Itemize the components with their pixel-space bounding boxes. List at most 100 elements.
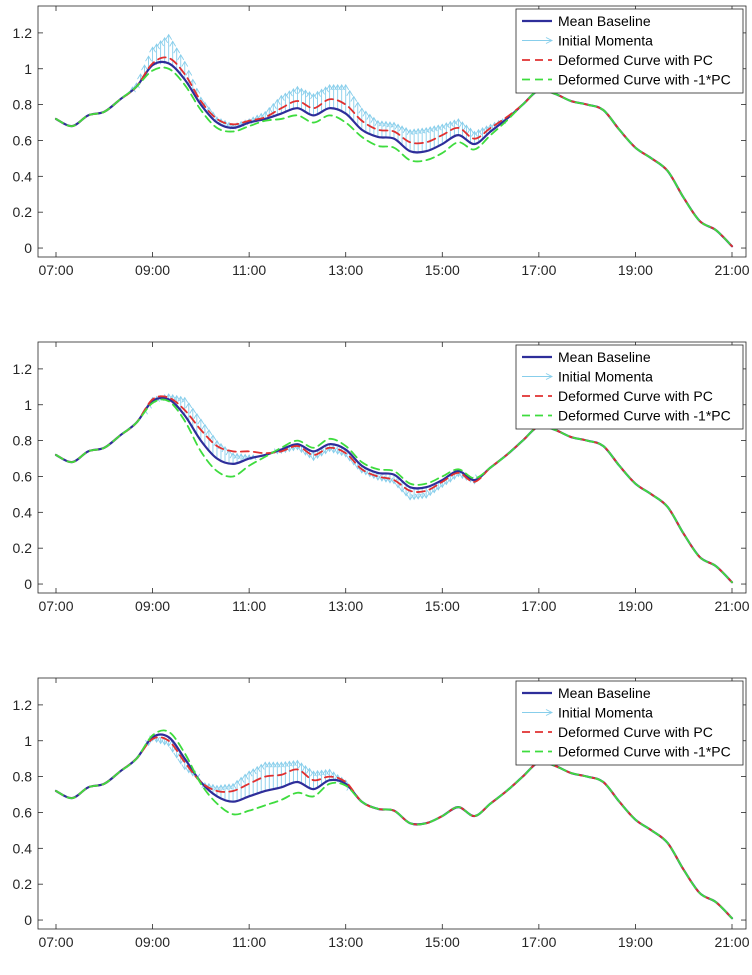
chart-panel-3: 0 0.2 0.4 0.6 0.8 1 1.2 07:00 09:00 11:00 13:00 15:… <box>13 677 750 950</box>
momentum-arrow-head <box>229 782 237 790</box>
momentum-arrow-head <box>153 43 160 50</box>
momentum-arrow-head <box>459 121 466 128</box>
momentum-arrow-head <box>285 90 293 97</box>
momentum-arrow-head <box>265 106 273 113</box>
momentum-arrow-head <box>366 113 374 120</box>
momentum-arrow-head <box>442 122 450 129</box>
y-tick-label: 0.4 <box>13 504 33 520</box>
momentum-arrow-head <box>362 110 370 117</box>
momentum-arrow-head <box>322 448 329 455</box>
momentum-arrow-head <box>390 121 398 128</box>
momentum-arrow-head <box>129 86 136 93</box>
legend-swatch-arrowhead <box>545 709 554 716</box>
series-line-deformed-curve-with-1-pc <box>55 729 733 920</box>
initial-momenta-arrows <box>129 33 507 152</box>
momentum-arrow-head <box>245 770 253 777</box>
y-tick-label: 0.8 <box>13 769 33 785</box>
momentum-arrow-head <box>273 98 281 105</box>
momentum-arrow-head <box>197 418 205 425</box>
y-tick-label: 0 <box>24 576 32 592</box>
momentum-arrow-head <box>358 467 366 474</box>
momentum-arrow-head <box>281 92 289 99</box>
x-tick-label: 17:00 <box>521 598 556 614</box>
momentum-arrow-head <box>454 118 462 125</box>
legend-entry-label: Initial Momenta <box>558 705 653 721</box>
momentum-arrow-head <box>450 119 458 126</box>
x-tick-label: 11:00 <box>232 262 266 278</box>
momentum-arrow-head <box>257 112 265 119</box>
y-tick-label: 0 <box>24 912 32 928</box>
x-tick-label: 19:00 <box>618 598 653 614</box>
momentum-arrow-head <box>471 130 478 137</box>
legend: Mean Baseline Initial Momenta Deformed Cur… <box>515 680 744 766</box>
momentum-arrow-head <box>145 55 152 62</box>
momentum-arrow-head <box>201 423 209 430</box>
momentum-arrow-head <box>177 395 185 402</box>
x-tick-label: 11:00 <box>232 598 266 614</box>
legend-entry-label: Mean Baseline <box>558 685 651 701</box>
momentum-arrow-head <box>181 60 189 67</box>
x-tick-label: 07:00 <box>38 934 73 950</box>
x-tick-label: 13:00 <box>328 598 363 614</box>
y-tick-label: 0.4 <box>13 840 33 856</box>
momentum-arrow-head <box>173 47 181 54</box>
x-tick-label: 09:00 <box>135 598 170 614</box>
y-tick-label: 1 <box>24 733 32 749</box>
legend-swatch-arrowhead <box>545 37 554 44</box>
momentum-arrow-head <box>366 471 374 478</box>
momentum-arrow-head <box>157 40 165 47</box>
momentum-arrow-head <box>185 402 193 409</box>
momentum-arrow-head <box>145 740 152 747</box>
momentum-arrow-head <box>302 764 309 772</box>
momentum-arrow-head <box>438 123 446 130</box>
momentum-arrow-head <box>149 46 156 53</box>
momentum-arrow-head <box>346 455 354 462</box>
legend-entry-label: Mean Baseline <box>558 349 651 365</box>
momentum-arrow-head <box>249 768 257 775</box>
x-tick-label: 07:00 <box>38 262 73 278</box>
y-tick-label: 0.6 <box>13 468 33 484</box>
legend-entry-label: Deformed Curve with PC <box>558 52 713 68</box>
momentum-arrow-head <box>233 779 241 786</box>
momentum-arrow-head <box>302 89 309 96</box>
momentum-arrow-head <box>318 88 325 95</box>
momentum-arrow-head <box>193 412 201 419</box>
x-tick-label: 13:00 <box>328 262 363 278</box>
y-tick-label: 0.2 <box>13 204 33 220</box>
x-tick-label: 11:00 <box>232 934 266 950</box>
momentum-arrow-head <box>326 768 334 775</box>
momentum-arrow-head <box>398 486 406 493</box>
legend-entry-label: Initial Momenta <box>558 369 653 385</box>
momentum-arrow-head <box>181 396 189 403</box>
x-tick-label: 13:00 <box>328 934 363 950</box>
y-tick-label: 0.4 <box>13 168 33 184</box>
x-tick-label: 19:00 <box>618 934 653 950</box>
legend-box <box>515 680 744 766</box>
x-tick-label: 21:00 <box>714 598 749 614</box>
x-tick-label: 15:00 <box>425 598 460 614</box>
momentum-arrow-head <box>306 91 313 98</box>
momentum-arrow-head <box>330 771 338 778</box>
momentum-arrow-head <box>310 92 317 100</box>
chart-panel-1: 0 0.2 0.4 0.6 0.8 1 1.2 07:00 09:00 11:00 13:00 15:… <box>13 5 750 278</box>
momentum-arrow-head <box>310 455 317 462</box>
legend-entry-label: Deformed Curve with -1*PC <box>558 72 731 88</box>
momentum-arrow-head <box>189 407 197 414</box>
momentum-arrow-head <box>141 64 148 71</box>
y-tick-label: 0.2 <box>13 876 33 892</box>
legend: Mean Baseline Initial Momenta Deformed Cur… <box>515 344 744 430</box>
momentum-arrow-head <box>213 439 221 446</box>
momentum-arrow-head <box>467 127 474 134</box>
momentum-arrow-head <box>185 69 193 76</box>
legend-box <box>515 8 744 94</box>
momentum-arrow-head <box>350 459 358 466</box>
legend: Mean Baseline Initial Momenta Deformed Cur… <box>515 8 744 94</box>
momentum-arrow-head <box>306 767 313 774</box>
momentum-arrow-head <box>346 89 354 96</box>
momentum-arrow-head <box>237 776 245 783</box>
momentum-arrow-head <box>294 85 301 92</box>
momentum-arrow-head <box>438 481 446 489</box>
x-tick-label: 07:00 <box>38 598 73 614</box>
momentum-arrow-head <box>253 765 261 772</box>
